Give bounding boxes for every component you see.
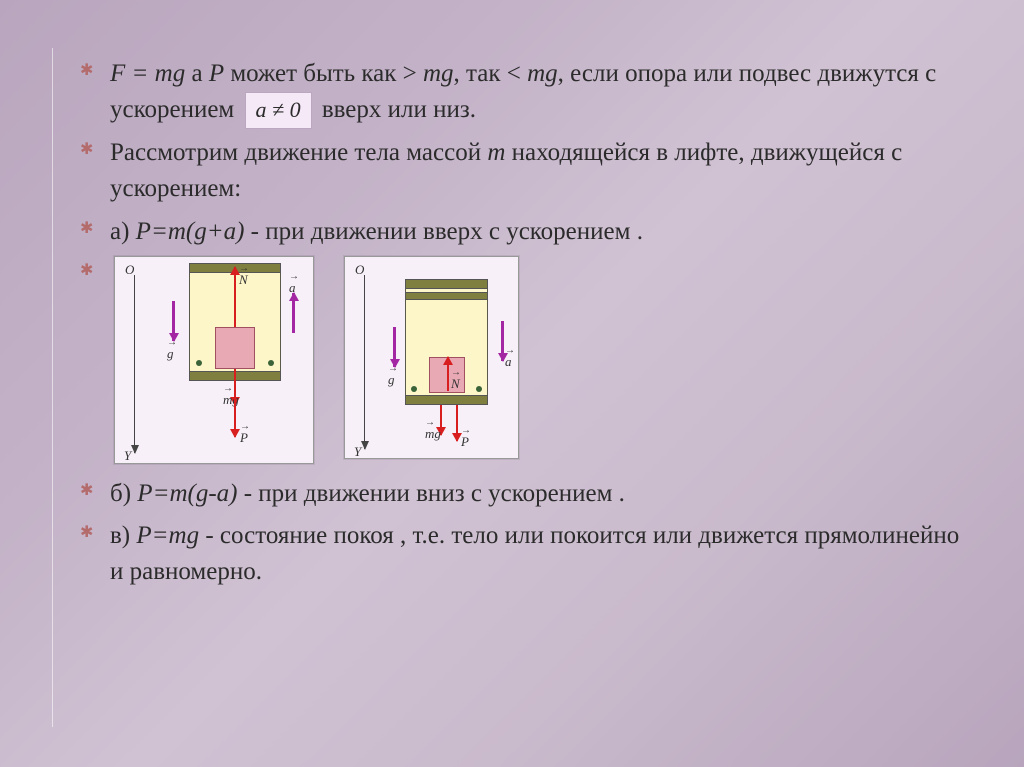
elevator-dot: [411, 386, 417, 392]
axis-origin-label: O: [125, 261, 134, 280]
label-a: a: [505, 353, 512, 372]
elevator-roof-inner: [405, 292, 488, 300]
bullet-item-6: в) P=mg - состояние покоя , т.е. тело ил…: [78, 518, 964, 591]
bullet-6-text: в) P=mg - состояние покоя , т.е. тело ил…: [110, 522, 959, 585]
label-N: N: [451, 375, 460, 394]
label-g: g: [388, 371, 395, 390]
elevator-dot: [268, 360, 274, 366]
arrow-P: [456, 405, 458, 441]
bullet-2-text: Рассмотрим движение тела массой m находя…: [110, 139, 902, 202]
label-mg: mg: [425, 425, 441, 444]
bullet-item-1: F = mg а Р может быть как > mg, так < mg…: [78, 56, 964, 129]
bullet-3-text: а) P=m(g+a) - при движении вверх с ускор…: [110, 218, 643, 245]
arrow-g: [393, 327, 396, 367]
elevator-floor: [405, 395, 488, 405]
axis-y-label: Y: [124, 447, 131, 466]
bullet-item-5: б) P=m(g-a) - при движении вниз с ускоре…: [78, 476, 964, 512]
label-g: g: [167, 345, 174, 364]
elevator-dot: [476, 386, 482, 392]
label-N: N: [239, 271, 248, 290]
bullet-item-diagrams: O Y g a: [78, 256, 964, 464]
diagram-elevator-up: O Y g a: [114, 256, 314, 464]
arrow-N: [447, 357, 449, 391]
axis-y: [134, 275, 135, 453]
mass-block: [215, 327, 255, 369]
arrow-P: [234, 381, 236, 437]
axis-y-label: Y: [354, 443, 361, 462]
diagram-elevator-down: O Y g a: [344, 256, 519, 459]
axis-origin-label: O: [355, 261, 364, 280]
arrow-a: [501, 321, 504, 361]
label-P: P: [461, 433, 469, 452]
arrow-a: [292, 293, 295, 333]
elevator-roof: [405, 279, 488, 289]
formula-inline: a ≠ 0: [245, 92, 312, 129]
bullet-item-2: Рассмотрим движение тела массой m находя…: [78, 135, 964, 208]
arrow-N: [234, 267, 236, 327]
label-a: a: [289, 279, 296, 298]
label-mg: mg: [223, 391, 239, 410]
bullet-1-pre: F = mg а Р может быть как > mg, так < mg…: [110, 60, 936, 123]
label-P: P: [240, 429, 248, 448]
slide: F = mg а Р может быть как > mg, так < mg…: [0, 0, 1024, 767]
bullet-1-post: вверх или низ.: [322, 96, 476, 123]
bullet-item-3: а) P=m(g+a) - при движении вверх с ускор…: [78, 214, 964, 250]
bullet-5-text: б) P=m(g-a) - при движении вниз с ускоре…: [110, 480, 625, 507]
bullet-list: F = mg а Р может быть как > mg, так < mg…: [78, 56, 964, 591]
elevator-dot: [196, 360, 202, 366]
arrow-g: [172, 301, 175, 341]
axis-y: [364, 275, 365, 449]
